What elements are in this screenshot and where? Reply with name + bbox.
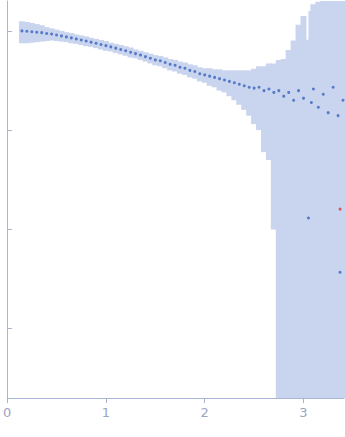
svg-text:1: 1 bbox=[102, 405, 110, 420]
svg-text:3: 3 bbox=[299, 405, 307, 420]
svg-text:0: 0 bbox=[3, 405, 11, 420]
svg-text:2: 2 bbox=[201, 405, 209, 420]
